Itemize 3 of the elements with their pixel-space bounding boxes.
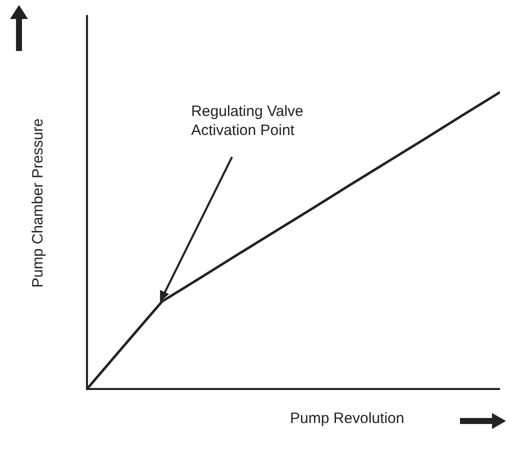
x-axis-title: Pump Revolution xyxy=(290,410,404,427)
annotation: Regulating Valve Activation Point xyxy=(191,102,304,140)
y-axis-title: Pump Chamber Pressure xyxy=(30,118,46,288)
